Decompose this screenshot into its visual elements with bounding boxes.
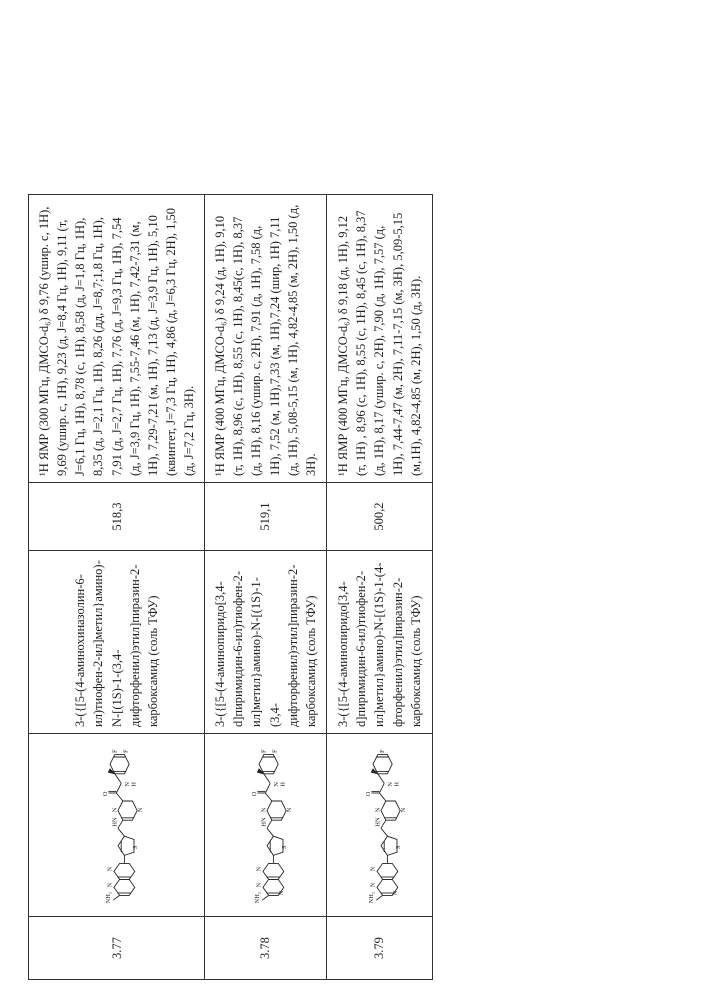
chem-structure-svg: N N NH₂ S HN N N [70, 745, 158, 905]
chem-structure-svg: N N N NH₂ S HN N N [219, 745, 307, 905]
svg-text:N: N [286, 807, 293, 812]
svg-text:N: N [369, 866, 376, 871]
table-row: 3.78 N N N NH₂ S [205, 195, 327, 980]
svg-text:N: N [374, 807, 381, 812]
cell-structure: N N N NH₂ S HN N N [205, 734, 327, 917]
svg-text:F: F [111, 749, 118, 753]
svg-text:H: H [393, 782, 400, 787]
svg-text:N: N [400, 807, 407, 812]
cell-nmr: ¹Н ЯМР (400 МГц, ДМСО-d₆) δ 9,24 (д, 1Н)… [205, 195, 327, 483]
table-row: 3.79 N N N NH₂ S [326, 195, 432, 980]
svg-text:NH₂: NH₂ [254, 892, 261, 903]
cell-index: 3.78 [205, 917, 327, 980]
svg-text:O: O [102, 791, 109, 796]
svg-text:H: H [280, 782, 287, 787]
cell-index: 3.77 [29, 917, 205, 980]
svg-text:H: H [131, 782, 138, 787]
svg-text:O: O [365, 791, 372, 796]
svg-text:F: F [123, 749, 130, 753]
cell-mass: 519,1 [205, 483, 327, 551]
svg-text:N: N [256, 866, 263, 871]
svg-text:N: N [278, 890, 285, 895]
svg-text:O: O [251, 791, 258, 796]
svg-text:F: F [272, 749, 279, 753]
table-row: 3.77 N N NH₂ S [29, 195, 205, 980]
cell-nmr: ¹Н ЯМР (300 МГц, ДМСО-d₆) δ 9,76 (ушир. … [29, 195, 205, 483]
svg-text:S: S [132, 845, 139, 849]
cell-mass: 500,2 [326, 483, 432, 551]
cell-structure: N N N NH₂ S HN N N [326, 734, 432, 917]
compound-table: 3.77 N N NH₂ S [28, 194, 433, 980]
svg-text:N: N [107, 866, 114, 871]
cell-structure: N N NH₂ S HN N N [29, 734, 205, 917]
cell-compound-name: 3-({[5-(4-аминопиридо[3,4-d]пиримидин-6-… [205, 551, 327, 734]
svg-text:F: F [260, 749, 267, 753]
page-container: 3.77 N N NH₂ S [0, 0, 706, 1000]
cell-index: 3.79 [326, 917, 432, 980]
svg-text:HN: HN [374, 817, 381, 827]
svg-text:N: N [260, 807, 267, 812]
svg-text:S: S [395, 845, 402, 849]
svg-text:HN: HN [111, 817, 118, 827]
svg-text:N: N [256, 882, 263, 887]
svg-text:NH₂: NH₂ [105, 892, 112, 903]
svg-text:N: N [392, 890, 399, 895]
svg-text:N: N [369, 882, 376, 887]
svg-text:S: S [281, 845, 288, 849]
chem-structure-svg: N N N NH₂ S HN N N [333, 745, 421, 905]
cell-mass: 518,3 [29, 483, 205, 551]
svg-text:N: N [137, 807, 144, 812]
svg-text:NH₂: NH₂ [368, 892, 375, 903]
cell-compound-name: 3-({[5-(4-аминохиназолин-6-ил)тиофен-2-и… [29, 551, 205, 734]
svg-text:N: N [107, 882, 114, 887]
svg-text:N: N [111, 807, 118, 812]
cell-nmr: ¹Н ЯМР (400 МГц, ДМСО-d₆) δ 9,18 (д, 1Н)… [326, 195, 432, 483]
svg-text:F: F [379, 749, 386, 753]
cell-compound-name: 3-({[5-(4-аминопиридо[3,4-d]пиримидин-6-… [326, 551, 432, 734]
svg-text:HN: HN [260, 817, 267, 827]
